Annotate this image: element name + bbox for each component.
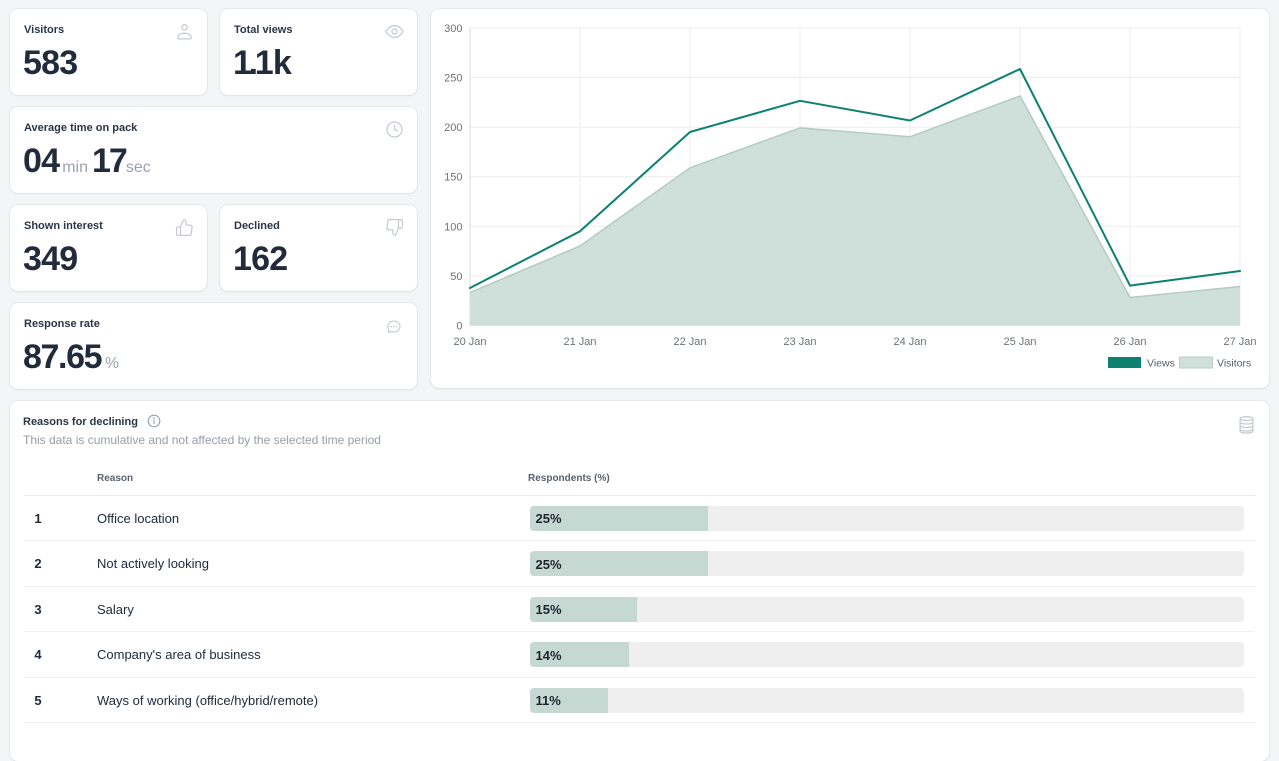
- svg-text:150: 150: [444, 172, 462, 184]
- svg-text:Views: Views: [1147, 358, 1175, 370]
- svg-text:200: 200: [444, 122, 462, 134]
- svg-text:26 Jan: 26 Jan: [1113, 336, 1146, 348]
- svg-text:24 Jan: 24 Jan: [893, 336, 926, 348]
- svg-text:21 Jan: 21 Jan: [563, 336, 596, 348]
- svg-text:22 Jan: 22 Jan: [673, 336, 706, 348]
- svg-text:250: 250: [444, 73, 462, 85]
- svg-text:25 Jan: 25 Jan: [1003, 336, 1036, 348]
- svg-text:50: 50: [450, 271, 462, 283]
- svg-text:300: 300: [444, 23, 462, 35]
- svg-text:100: 100: [444, 221, 462, 233]
- svg-text:20 Jan: 20 Jan: [453, 336, 486, 348]
- svg-text:Visitors: Visitors: [1217, 358, 1251, 370]
- svg-text:0: 0: [456, 320, 462, 332]
- svg-text:23 Jan: 23 Jan: [783, 336, 816, 348]
- svg-text:27 Jan: 27 Jan: [1223, 336, 1256, 348]
